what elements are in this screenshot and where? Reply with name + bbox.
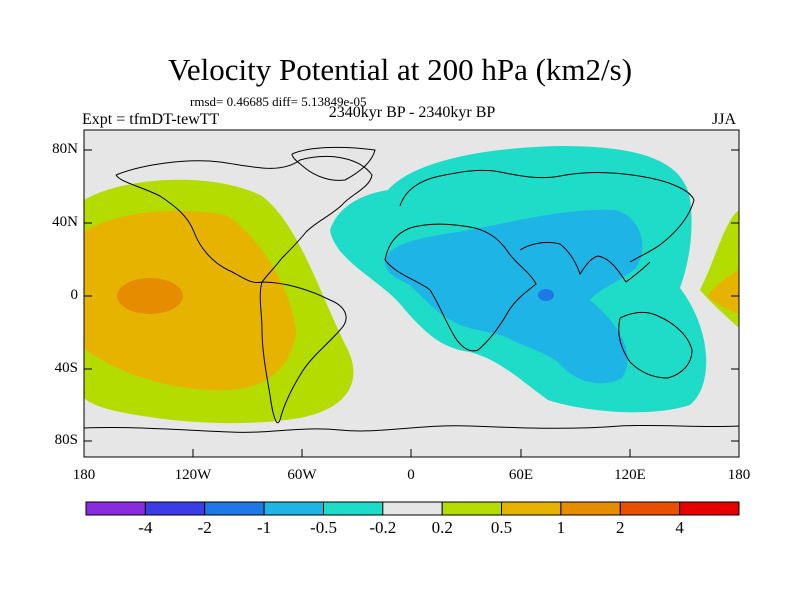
contour-afroasia-0.5 (384, 209, 643, 384)
lon-label-60W: 60W (287, 467, 317, 483)
contour-indian-1 (538, 289, 554, 301)
colorbar-label: 0.2 (431, 518, 453, 537)
colorbar-label: 2 (616, 518, 625, 537)
map-title: Velocity Potential at 200 hPa (km2/s) (167, 52, 633, 87)
contour-pacific-0.5 (84, 210, 296, 391)
lon-label-60E: 60E (508, 467, 534, 483)
contour-dateline-0.5 (708, 270, 739, 314)
colorbar-swatch-5 (382, 501, 443, 516)
colorbar-label: -1 (257, 518, 272, 537)
season-label: JJA (712, 111, 737, 128)
coast-antarctica (84, 424, 739, 433)
period-label: 2340kyr BP - 2340kyr BP (328, 104, 496, 121)
coast-europe (399, 169, 695, 263)
colorbar-label: -2 (197, 518, 212, 537)
lat-label-0: 0 (70, 287, 79, 303)
lon-label-120W: 120W (174, 467, 212, 483)
colorbar-swatch-1 (144, 501, 206, 516)
lon-label-0: 0 (407, 467, 415, 483)
stats-label: rmsd= 0.46685 diff= 5.13849e-05 (190, 94, 367, 109)
colorbar-label: -0.5 (310, 518, 337, 537)
colorbar (85, 501, 740, 516)
lat-label-40N: 40N (52, 214, 78, 230)
lat-label-80N: 80N (52, 141, 78, 157)
colorbar-swatch-4 (323, 501, 384, 516)
colorbar-swatch-3 (263, 501, 325, 516)
lon-label-180E: 180 (727, 467, 751, 483)
coast-north-america (115, 155, 373, 284)
coastlines (84, 146, 739, 433)
colorbar-swatch-2 (204, 501, 265, 516)
colorbar-label: 0.5 (490, 518, 513, 537)
lat-label-80S: 80S (54, 432, 78, 448)
lon-tick-marks (192, 449, 631, 457)
colorbar-swatch-6 (441, 501, 503, 516)
contour-pacific-1 (117, 278, 183, 314)
coast-africa (384, 223, 537, 352)
coast-australia (618, 311, 693, 379)
lat-label-40S: 40S (54, 360, 78, 376)
colorbar-swatch-7 (501, 501, 562, 516)
lon-label-180W: 180 (72, 467, 96, 483)
colorbar-swatch-8 (560, 501, 621, 516)
coast-greenland (291, 146, 376, 181)
colorbar-label: 4 (675, 518, 684, 537)
colorbar-label: 1 (556, 518, 566, 537)
colorbar-swatch-0 (85, 501, 146, 516)
contour-field (84, 130, 739, 457)
lon-label-120E: 120E (614, 467, 646, 483)
colorbar-swatch-10 (679, 501, 740, 516)
colorbar-label: -0.2 (369, 518, 397, 537)
coast-south-america (259, 281, 347, 423)
coast-asia-south (519, 241, 651, 283)
colorbar-swatch-9 (619, 501, 681, 516)
experiment-label: Expt = tfmDT-tewTT (82, 111, 220, 128)
colorbar-label: -4 (138, 518, 153, 537)
lat-tick-marks (84, 149, 739, 442)
